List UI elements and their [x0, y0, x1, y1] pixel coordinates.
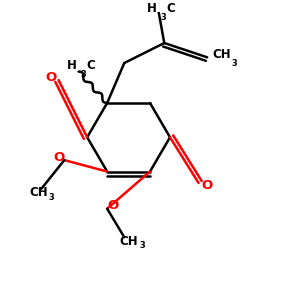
Text: H: H [67, 59, 77, 72]
Text: C: C [87, 59, 95, 72]
Text: O: O [46, 71, 57, 84]
Text: CH: CH [119, 235, 138, 248]
Text: 3: 3 [139, 241, 145, 250]
Text: 3: 3 [160, 13, 166, 22]
Text: H: H [147, 2, 157, 15]
Text: 3: 3 [80, 70, 86, 79]
Text: CH: CH [29, 187, 48, 200]
Text: C: C [167, 2, 175, 15]
Text: 3: 3 [231, 59, 237, 68]
Text: 3: 3 [49, 193, 54, 202]
Text: O: O [107, 199, 118, 212]
Text: CH: CH [213, 48, 232, 61]
Text: O: O [53, 151, 65, 164]
Text: O: O [202, 179, 213, 192]
